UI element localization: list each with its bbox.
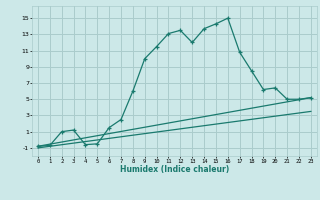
X-axis label: Humidex (Indice chaleur): Humidex (Indice chaleur)	[120, 165, 229, 174]
